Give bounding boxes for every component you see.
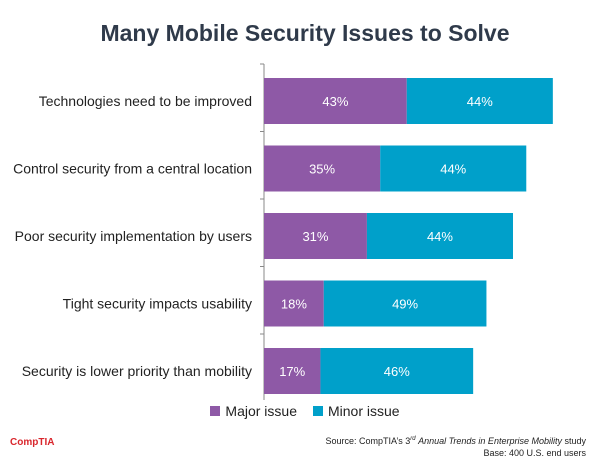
category-label: Control security from a central location bbox=[13, 161, 252, 177]
data-label: 43% bbox=[322, 94, 348, 109]
base-line: Base: 400 U.S. end users bbox=[483, 448, 586, 458]
category-label: Poor security implementation by users bbox=[15, 228, 252, 244]
bar-major bbox=[264, 78, 407, 124]
brand-logo: CompTIA bbox=[10, 437, 55, 448]
bar-major bbox=[264, 348, 321, 394]
data-label: 49% bbox=[392, 297, 418, 312]
category-label: Tight security impacts usability bbox=[63, 296, 252, 312]
legend-label-major: Major issue bbox=[225, 403, 297, 419]
bar-minor bbox=[380, 145, 527, 192]
source-suffix: study bbox=[564, 436, 586, 446]
bar-major bbox=[264, 280, 324, 327]
data-label: 18% bbox=[281, 297, 307, 312]
legend: Major issue Minor issue bbox=[0, 403, 610, 419]
data-label: 31% bbox=[302, 229, 328, 244]
legend-label-minor: Minor issue bbox=[328, 403, 400, 419]
bar-major bbox=[264, 145, 381, 192]
bar-major bbox=[264, 213, 367, 259]
data-label: 44% bbox=[440, 162, 466, 177]
source-italic: Annual Trends in Enterprise Mobility bbox=[418, 436, 562, 446]
data-label: 44% bbox=[467, 94, 493, 109]
category-label: Technologies need to be improved bbox=[39, 93, 252, 109]
bar-minor bbox=[366, 213, 513, 259]
chart-title: Many Mobile Security Issues to Solve bbox=[100, 20, 510, 46]
data-label: 17% bbox=[279, 364, 305, 379]
legend-swatch-minor bbox=[313, 406, 323, 416]
source-note: Source: CompTIA’s 3rd Annual Trends in E… bbox=[326, 433, 587, 459]
source-prefix: Source: CompTIA’s 3 bbox=[325, 436, 411, 446]
legend-item-major: Major issue bbox=[210, 403, 297, 419]
legend-item-minor: Minor issue bbox=[313, 403, 400, 419]
data-label: 35% bbox=[309, 162, 335, 177]
bar-minor bbox=[406, 78, 553, 124]
bar-chart: Technologies need to be improved 43% 44% Co… bbox=[13, 63, 553, 400]
source-line: Source: CompTIA’s 3rd Annual Trends in E… bbox=[326, 433, 587, 447]
bar-minor bbox=[320, 348, 474, 394]
data-label: 44% bbox=[427, 229, 453, 244]
data-label: 46% bbox=[384, 364, 410, 379]
bar-minor bbox=[323, 280, 487, 327]
source-sup: rd bbox=[410, 436, 416, 442]
category-label: Security is lower priority than mobility bbox=[22, 363, 252, 379]
legend-swatch-major bbox=[210, 406, 221, 416]
